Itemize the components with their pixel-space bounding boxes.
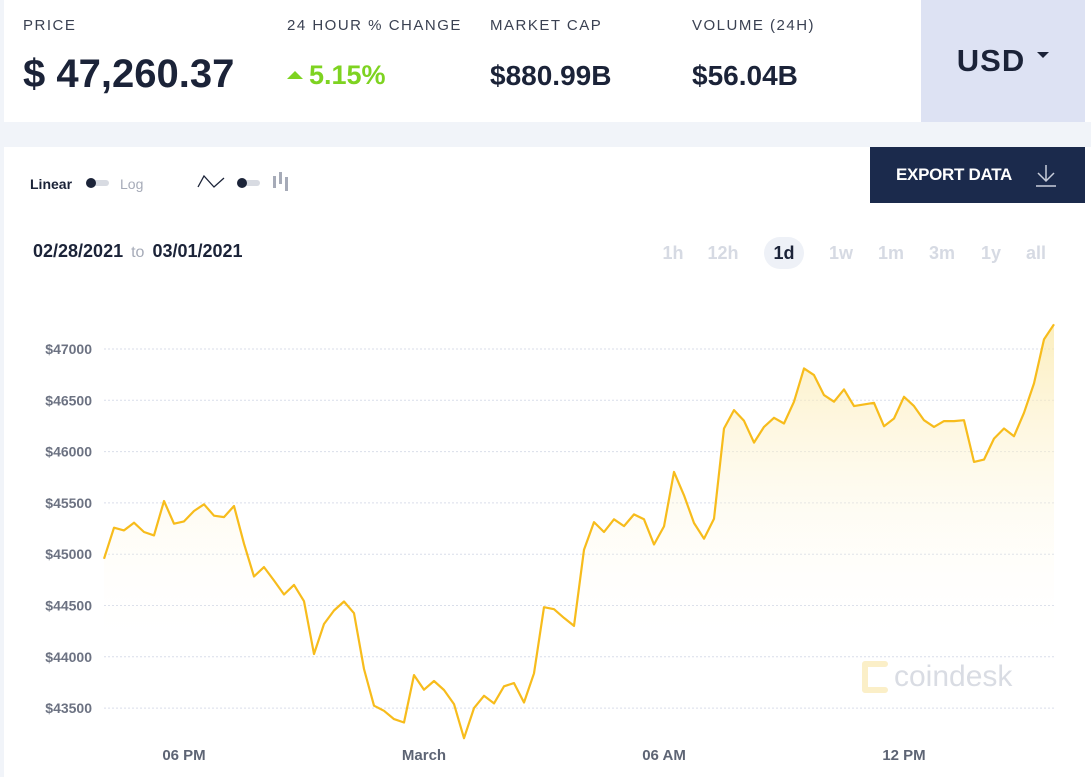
download-icon <box>1036 165 1057 187</box>
change-label: 24 HOUR % CHANGE <box>287 17 462 34</box>
date-to-word: to <box>131 244 145 261</box>
chart-type-toggle[interactable] <box>237 178 260 188</box>
market-cap-value: $880.99B <box>490 60 612 91</box>
toggle-knob <box>86 178 96 188</box>
y-tick-label: $44000 <box>45 649 92 665</box>
range-1w[interactable]: 1w <box>828 242 853 263</box>
price-area-fill <box>104 324 1054 739</box>
y-tick-label: $45500 <box>45 495 92 511</box>
date-range: 02/28/2021 to 03/01/2021 <box>33 241 243 262</box>
price-value: $ 47,260.37 <box>23 52 235 96</box>
date-to[interactable]: 03/01/2021 <box>152 241 243 261</box>
up-triangle-icon <box>287 70 303 79</box>
range-1d[interactable]: 1d <box>764 237 804 269</box>
currency-value: USD <box>956 43 1026 78</box>
range-3m[interactable]: 3m <box>928 242 955 263</box>
scale-log-label[interactable]: Log <box>120 176 144 192</box>
x-tick-label: 06 AM <box>642 747 686 764</box>
x-tick-label: 06 PM <box>162 747 205 764</box>
y-tick-label: $46500 <box>45 392 92 408</box>
change-value-wrap: 5.15% <box>287 60 386 91</box>
x-tick-label: 12 PM <box>882 747 925 764</box>
x-tick-label: March <box>402 747 446 764</box>
y-tick-label: $44500 <box>45 598 92 614</box>
volume-value: $56.04B <box>692 60 798 91</box>
y-tick-label: $45000 <box>45 546 92 562</box>
toggle-knob <box>237 178 247 188</box>
candlestick-icon[interactable] <box>272 172 290 192</box>
line-chart-icon[interactable] <box>197 173 225 189</box>
range-1y[interactable]: 1y <box>980 242 1002 263</box>
scale-toggle[interactable] <box>86 178 109 188</box>
y-tick-label: $46000 <box>45 444 92 460</box>
change-value: 5.15% <box>309 60 386 90</box>
coindesk-logo-icon <box>862 661 888 693</box>
export-label: EXPORT DATA <box>896 165 1013 184</box>
price-label: PRICE <box>23 17 77 34</box>
market-cap-label: MARKET CAP <box>490 17 603 34</box>
range-all[interactable]: all <box>1025 242 1046 263</box>
y-tick-label: $47000 <box>45 341 92 357</box>
range-1m[interactable]: 1m <box>877 242 904 263</box>
scale-linear-label[interactable]: Linear <box>30 176 73 192</box>
y-tick-label: $43500 <box>45 700 92 716</box>
range-12h[interactable]: 12h <box>707 242 739 263</box>
currency-dropdown[interactable]: USD <box>921 0 1085 122</box>
volume-label: VOLUME (24H) <box>692 17 816 34</box>
coindesk-watermark: coindesk <box>860 660 1012 694</box>
stats-header: PRICE $ 47,260.37 24 HOUR % CHANGE 5.15%… <box>4 0 1091 122</box>
caret-down-icon <box>1037 52 1050 58</box>
date-from[interactable]: 02/28/2021 <box>33 241 124 261</box>
range-1h[interactable]: 1h <box>662 242 684 263</box>
export-data-button[interactable]: EXPORT DATA <box>870 147 1085 203</box>
price-line <box>102 323 1055 740</box>
watermark-text: coindesk <box>894 660 1013 693</box>
